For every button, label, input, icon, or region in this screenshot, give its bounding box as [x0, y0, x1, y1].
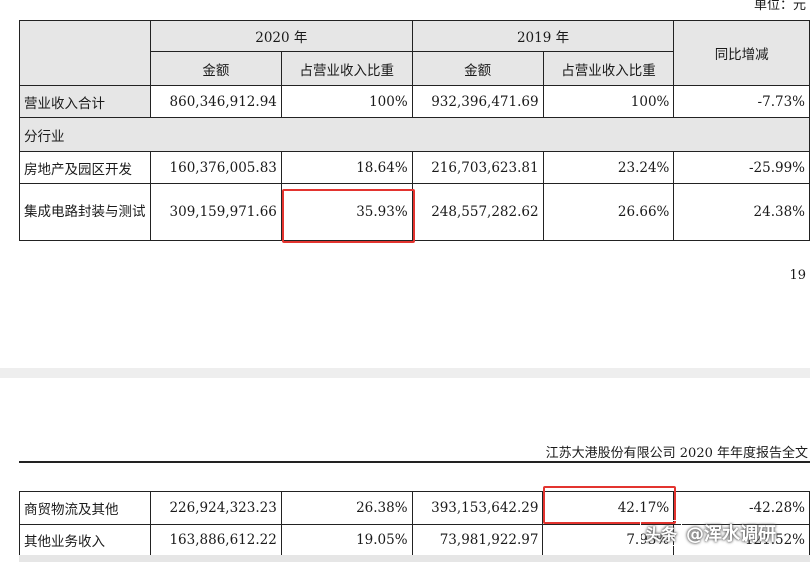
watermark: 头条 @浑水调研: [640, 520, 776, 546]
ratio-2020: 100%: [280, 85, 413, 118]
page-number: 19: [789, 268, 806, 283]
ratio-2020: 18.64%: [280, 151, 413, 184]
amount-2019: 393,153,642.29: [411, 491, 544, 525]
row-label: 营业收入合计: [19, 85, 151, 118]
watermark-handle: @浑水调研: [686, 524, 777, 545]
row-label: 其他业务收入: [19, 524, 151, 556]
table-row-trade: 商贸物流及其他 226,924,323.23 26.38% 393,153,64…: [19, 491, 810, 525]
yoy-change: -7.73%: [673, 85, 810, 118]
table-row-section: 分行业: [19, 117, 810, 152]
company-header: 江苏大港股份有限公司 2020 年年度报告全文: [545, 446, 808, 461]
header-amount-2020: 金额: [149, 51, 282, 86]
amount-2019: 216,703,623.81: [411, 151, 544, 184]
table-continuation: [19, 555, 810, 562]
amount-2020: 160,376,005.83: [149, 151, 282, 184]
header-2020: 2020 年: [149, 20, 413, 52]
table-row-realestate: 房地产及园区开发 160,376,005.83 18.64% 216,703,6…: [19, 151, 810, 184]
ratio-2020: 26.38%: [280, 491, 413, 525]
amount-2019: 73,981,922.97: [411, 524, 544, 556]
amount-2019: 932,396,471.69: [411, 85, 544, 118]
page-separator: [0, 368, 810, 378]
highlight-box: [543, 486, 676, 524]
header-2019: 2019 年: [411, 20, 675, 52]
amount-2020: 860,346,912.94: [149, 85, 282, 118]
yoy-change: 24.38%: [673, 183, 810, 241]
ratio-2019: 100%: [542, 85, 675, 118]
ratio-2019: 23.24%: [542, 151, 675, 184]
row-label: 商贸物流及其他: [19, 491, 151, 525]
yoy-change: 121.52%: [673, 524, 810, 556]
corner-cell: [19, 20, 151, 86]
highlight-box: [282, 189, 415, 243]
ratio-2020: 19.05%: [280, 524, 413, 556]
amount-2019: 248,557,282.62: [411, 183, 544, 241]
amount-2020: 163,886,612.22: [149, 524, 282, 556]
amount-2020: 226,924,323.23: [149, 491, 282, 525]
revenue-table-top: 2020 年 2019 年 同比增减 金额 占营业收入比重 金额 占营业收入比重…: [19, 20, 810, 241]
row-label: 房地产及园区开发: [19, 151, 151, 184]
ratio-2020: 35.93%: [280, 183, 413, 241]
watermark-badge: 头条: [640, 520, 683, 546]
header-amount-2019: 金额: [411, 51, 544, 86]
row-label: 集成电路封装与测试: [19, 183, 151, 241]
yoy-change: -42.28%: [673, 491, 810, 525]
unit-label: 单位：元: [753, 0, 806, 13]
header-ratio-2020: 占营业收入比重: [280, 51, 413, 86]
header-rule: [19, 461, 810, 463]
table-row-ic: 集成电路封装与测试 309,159,971.66 35.93% 248,557,…: [19, 183, 810, 241]
yoy-change: -25.99%: [673, 151, 810, 184]
revenue-table-bottom: 商贸物流及其他 226,924,323.23 26.38% 393,153,64…: [19, 491, 810, 556]
ratio-2019: 26.66%: [542, 183, 675, 241]
table-row-total: 营业收入合计 860,346,912.94 100% 932,396,471.6…: [19, 85, 810, 118]
amount-2020: 309,159,971.66: [149, 183, 282, 241]
section-label: 分行业: [19, 117, 810, 152]
header-ratio-2019: 占营业收入比重: [542, 51, 675, 86]
header-yoy: 同比增减: [673, 20, 810, 86]
